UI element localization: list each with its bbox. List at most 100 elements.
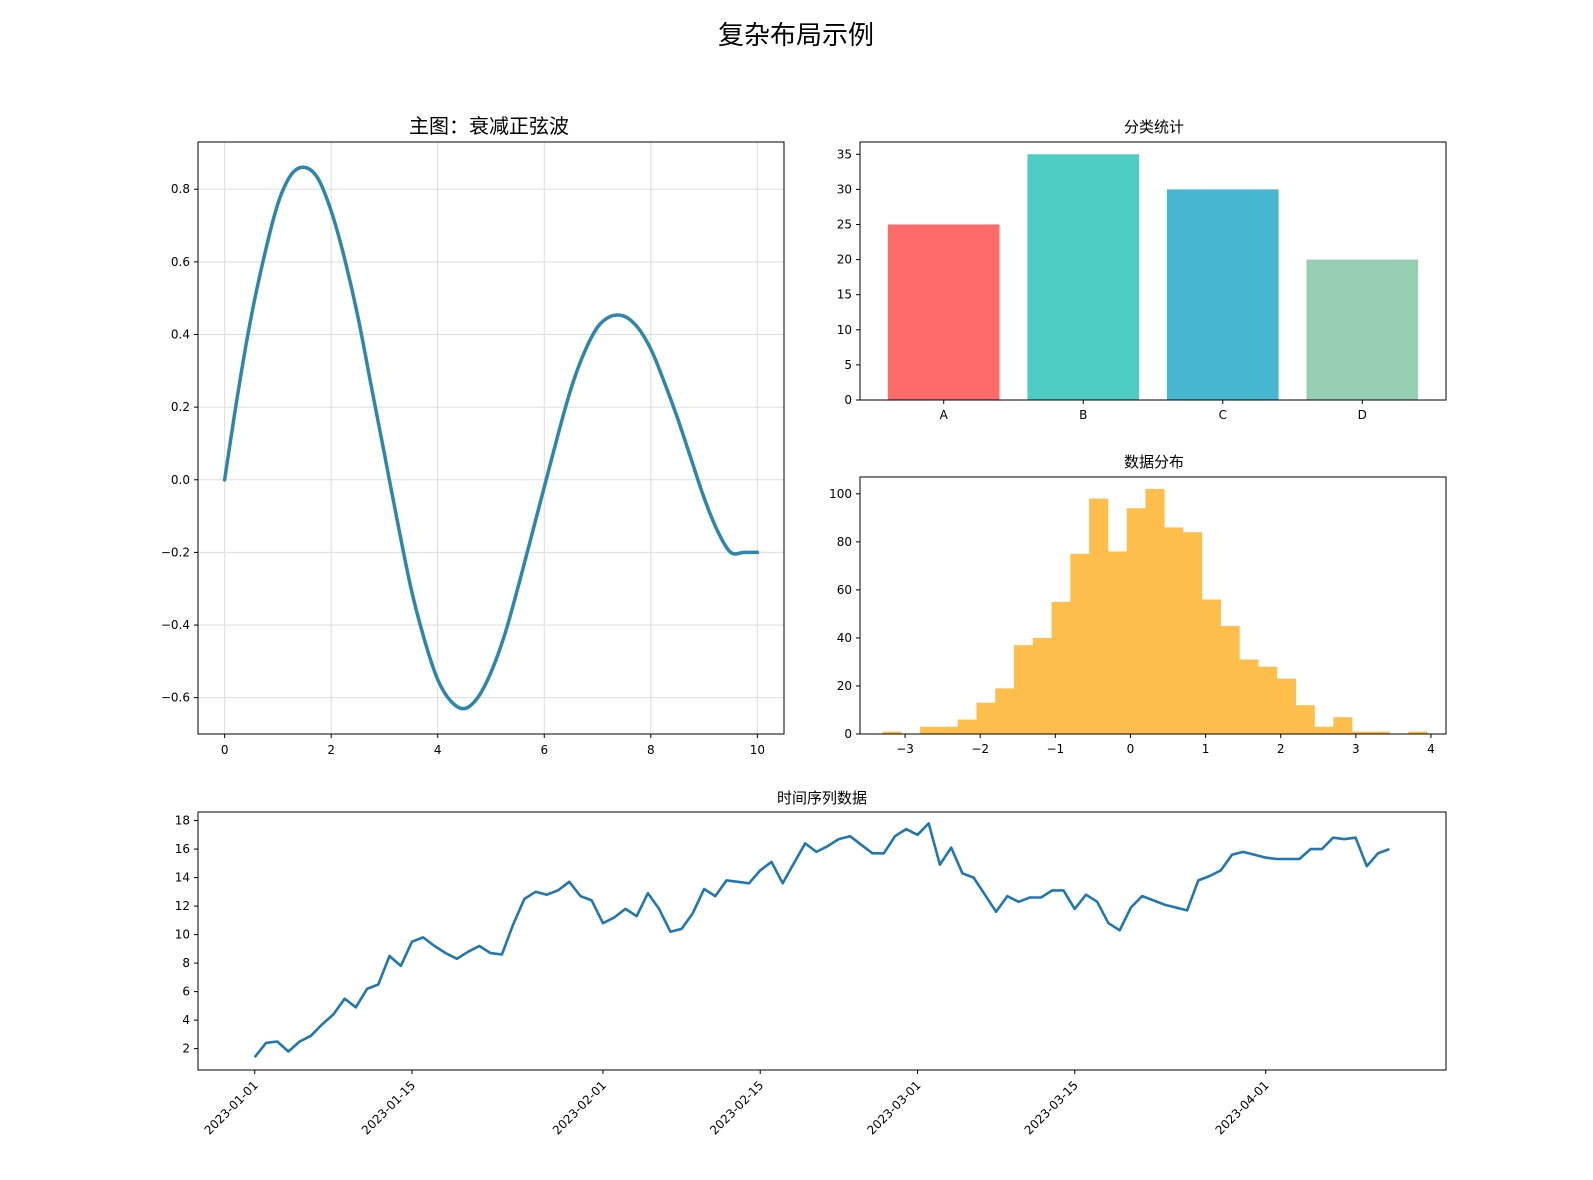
main-chart-ticks: 0 2 4 6 8 10 −0.6 −0.4 −0.2 0.0 0.2 0.4 0.6 0.8 xyxy=(161,182,765,757)
histogram-bin xyxy=(1258,666,1278,734)
bar-chart-title: 分类统计 xyxy=(1124,118,1184,136)
timeseries-xtick-label: 2023-03-01 xyxy=(864,1078,923,1137)
histogram-bin xyxy=(882,731,902,734)
bar-chart-ytick-label: 5 xyxy=(844,358,852,372)
bar-chart-ytick-label: 15 xyxy=(837,288,852,302)
timeseries-xtick-label: 2023-01-01 xyxy=(202,1078,261,1137)
histogram-ytick-label: 40 xyxy=(837,631,852,645)
histogram-bin xyxy=(957,719,977,734)
bar-chart-ticks: A B C D 0 5 10 15 20 25 30 35 xyxy=(837,147,1367,422)
main-chart-ytick-label: 0.0 xyxy=(171,473,190,487)
timeseries-ytick-label: 4 xyxy=(182,1013,190,1027)
main-chart-xtick-label: 10 xyxy=(750,743,765,757)
timeseries-xtick-label: 2023-04-01 xyxy=(1213,1078,1272,1137)
histogram-xtick-label: 0 xyxy=(1127,742,1135,756)
bar-chart-xtick-label: B xyxy=(1079,408,1087,422)
histogram-bin xyxy=(1352,731,1372,734)
histogram-bin xyxy=(1201,599,1221,734)
bar-chart-xtick-label: C xyxy=(1219,408,1227,422)
bar-a xyxy=(887,224,1000,400)
timeseries-series xyxy=(253,822,1390,1059)
histogram-bin xyxy=(1032,637,1052,734)
bar-chart-xtick-label: D xyxy=(1358,408,1367,422)
bar-chart-ytick-label: 20 xyxy=(837,253,852,267)
histogram-bin xyxy=(1370,731,1390,734)
timeseries-xtick-label: 2023-02-01 xyxy=(550,1078,609,1137)
histogram-bin xyxy=(1070,553,1090,734)
histogram-frame xyxy=(859,476,1447,735)
histogram-bin xyxy=(1333,717,1353,734)
timeseries-ytick-label: 14 xyxy=(175,871,190,885)
main-chart-grid xyxy=(198,142,784,734)
main-chart-ytick-label: 0.6 xyxy=(171,255,190,269)
histogram-ytick-label: 100 xyxy=(829,487,852,501)
histogram-bin xyxy=(1183,532,1203,734)
histogram-bin xyxy=(920,726,940,734)
histogram-ytick-label: 0 xyxy=(844,727,852,741)
bar-chart-ytick-label: 10 xyxy=(837,323,852,337)
main-chart-series xyxy=(222,165,760,711)
histogram-bin xyxy=(1126,508,1146,734)
histogram-ytick-label: 80 xyxy=(837,535,852,549)
timeseries-line xyxy=(253,822,1390,1059)
histogram-title: 数据分布 xyxy=(1124,453,1184,471)
histogram-bin xyxy=(1220,625,1240,734)
histogram-bars xyxy=(882,489,1428,734)
timeseries-ytick-label: 10 xyxy=(175,928,190,942)
timeseries-title: 时间序列数据 xyxy=(777,789,867,807)
main-chart-ytick-label: 0.4 xyxy=(171,327,190,341)
bar-chart-bars xyxy=(887,154,1419,400)
histogram-xtick-label: −3 xyxy=(896,742,914,756)
main-chart-ytick-label: −0.4 xyxy=(161,618,190,632)
histogram-bin xyxy=(1145,489,1165,734)
bar-chart-xtick-label: A xyxy=(940,408,949,422)
histogram-xtick-label: 2 xyxy=(1277,742,1285,756)
bar-chart-frame xyxy=(859,141,1447,401)
bar-chart-ytick-label: 30 xyxy=(837,182,852,196)
timeseries-ytick-label: 12 xyxy=(175,899,190,913)
histogram-bin xyxy=(995,688,1015,734)
histogram-bin xyxy=(1107,551,1128,734)
histogram-bin xyxy=(1408,731,1428,734)
timeseries-ticks: 2023-01-01 2023-01-15 2023-02-01 2023-02-15… xyxy=(175,814,1272,1138)
histogram-xtick-label: 1 xyxy=(1202,742,1210,756)
main-chart-xtick-label: 8 xyxy=(647,743,655,757)
bar-d xyxy=(1306,259,1419,400)
timeseries-ytick-label: 8 xyxy=(182,956,190,970)
histogram-bin xyxy=(1051,601,1071,734)
main-chart-xtick-label: 2 xyxy=(327,743,335,757)
main-chart-title: 主图：衰减正弦波 xyxy=(409,114,569,138)
bar-chart-ytick-label: 0 xyxy=(844,393,852,407)
histogram-bin xyxy=(976,702,996,734)
main-chart-xtick-label: 0 xyxy=(221,743,229,757)
timeseries-frame xyxy=(197,811,1447,1071)
main-chart-line xyxy=(222,165,760,711)
histogram-bin xyxy=(1014,645,1034,734)
timeseries-xtick-label: 2023-02-15 xyxy=(707,1078,766,1137)
timeseries-ytick-label: 2 xyxy=(182,1042,190,1056)
histogram-bin xyxy=(1276,678,1297,734)
histogram-xtick-label: 4 xyxy=(1427,742,1435,756)
histogram-bin xyxy=(1089,498,1109,734)
main-chart-xtick-label: 6 xyxy=(540,743,548,757)
histogram-bin xyxy=(1314,726,1334,734)
timeseries-chart: 时间序列数据 2023-01-01 2023-01-15 2023-02-01 202… xyxy=(175,789,1447,1138)
bar-b xyxy=(1027,154,1140,400)
timeseries-xtick-label: 2023-01-15 xyxy=(359,1078,418,1137)
histogram-xtick-label: −2 xyxy=(971,742,989,756)
timeseries-ytick-label: 16 xyxy=(175,842,190,856)
histogram-ytick-label: 20 xyxy=(837,679,852,693)
category-bar-chart: 分类统计 A B C D 0 5 10 15 20 25 30 35 xyxy=(837,118,1447,422)
main-chart-ytick-label: 0.2 xyxy=(171,400,190,414)
histogram-bin xyxy=(1239,659,1259,734)
bar-c xyxy=(1166,189,1279,400)
histogram-xtick-label: −1 xyxy=(1046,742,1064,756)
histogram-bin xyxy=(938,726,958,734)
histogram-ytick-label: 60 xyxy=(837,583,852,597)
bar-chart-ytick-label: 35 xyxy=(837,147,852,161)
main-chart-frame xyxy=(197,141,785,735)
timeseries-ytick-label: 6 xyxy=(182,985,190,999)
